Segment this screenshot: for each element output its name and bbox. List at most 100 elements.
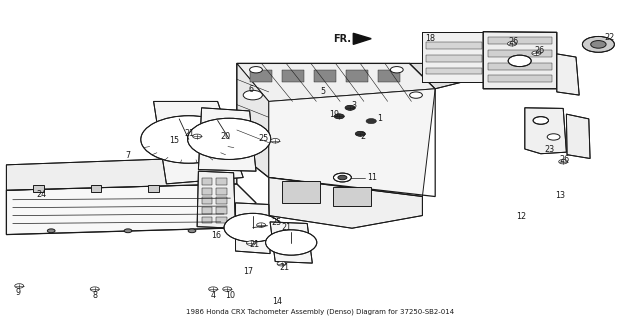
Circle shape	[366, 119, 376, 124]
Bar	[488, 75, 552, 82]
Polygon shape	[353, 33, 371, 44]
Circle shape	[246, 241, 255, 245]
Bar	[250, 70, 272, 82]
Circle shape	[345, 105, 355, 110]
Text: 9: 9	[15, 288, 20, 297]
Circle shape	[257, 223, 266, 227]
Circle shape	[223, 287, 232, 291]
Circle shape	[209, 287, 218, 291]
Circle shape	[141, 116, 237, 163]
Text: 19: 19	[329, 110, 339, 119]
Circle shape	[243, 90, 262, 100]
Text: 21: 21	[184, 129, 195, 138]
Circle shape	[271, 139, 280, 143]
Circle shape	[532, 51, 541, 55]
Bar	[488, 37, 552, 44]
Bar	[314, 70, 336, 82]
Bar	[282, 181, 320, 203]
Polygon shape	[269, 178, 422, 228]
Bar	[346, 70, 368, 82]
Polygon shape	[154, 101, 243, 184]
Circle shape	[410, 92, 422, 98]
Circle shape	[547, 134, 560, 140]
Bar	[91, 185, 101, 192]
Bar	[216, 197, 227, 204]
Polygon shape	[269, 89, 435, 197]
Text: 26: 26	[559, 155, 570, 164]
Polygon shape	[422, 32, 486, 82]
Text: 6: 6	[248, 85, 253, 94]
Bar	[488, 50, 552, 57]
Circle shape	[356, 132, 365, 136]
Text: 2: 2	[360, 133, 365, 141]
Text: 12: 12	[516, 212, 527, 221]
Circle shape	[15, 284, 24, 288]
Text: 1: 1	[377, 114, 382, 123]
Bar	[216, 178, 227, 185]
Bar	[148, 185, 159, 192]
Bar	[378, 70, 400, 82]
Polygon shape	[236, 203, 270, 254]
Polygon shape	[410, 63, 461, 89]
Circle shape	[355, 131, 365, 136]
Circle shape	[193, 134, 202, 139]
Text: 4: 4	[211, 291, 216, 300]
Bar	[282, 70, 304, 82]
Polygon shape	[6, 184, 256, 235]
Text: 17: 17	[243, 267, 253, 276]
Circle shape	[241, 134, 264, 145]
Bar	[202, 188, 212, 195]
Circle shape	[338, 175, 347, 180]
Bar	[216, 188, 227, 195]
Polygon shape	[197, 171, 236, 228]
Circle shape	[224, 213, 282, 242]
Circle shape	[390, 67, 403, 73]
Text: 15: 15	[169, 136, 179, 145]
Bar	[488, 63, 552, 70]
Bar	[200, 185, 210, 192]
Circle shape	[266, 230, 317, 255]
Text: 24: 24	[36, 191, 47, 199]
Text: 23: 23	[544, 145, 554, 154]
Text: 21: 21	[282, 223, 292, 232]
Circle shape	[188, 229, 196, 233]
Circle shape	[559, 159, 568, 164]
Text: 16: 16	[211, 231, 221, 240]
Circle shape	[188, 118, 271, 159]
Bar	[216, 217, 227, 223]
Text: 26: 26	[509, 37, 519, 46]
Text: 25: 25	[259, 134, 269, 143]
Bar	[426, 42, 482, 49]
Bar	[426, 55, 482, 62]
Polygon shape	[6, 158, 237, 190]
Text: 26: 26	[534, 46, 545, 55]
Text: 13: 13	[555, 191, 565, 200]
Circle shape	[508, 42, 516, 46]
Polygon shape	[483, 32, 557, 89]
Text: 7: 7	[125, 152, 131, 160]
Circle shape	[533, 117, 548, 124]
Text: 11: 11	[367, 173, 378, 182]
Text: 18: 18	[425, 34, 435, 43]
Circle shape	[346, 106, 355, 110]
Circle shape	[335, 114, 344, 119]
Text: 8: 8	[92, 291, 97, 300]
Text: 1986 Honda CRX Tachometer Assembly (Denso) Diagram for 37250-SB2-014: 1986 Honda CRX Tachometer Assembly (Dens…	[186, 309, 454, 315]
Polygon shape	[237, 63, 269, 178]
Bar	[33, 185, 44, 192]
Text: FR.: FR.	[333, 34, 351, 44]
Circle shape	[250, 67, 262, 73]
Text: 5: 5	[321, 87, 326, 96]
Bar	[426, 68, 482, 74]
Circle shape	[277, 262, 286, 266]
Circle shape	[90, 287, 99, 291]
Circle shape	[591, 41, 606, 48]
Text: 22: 22	[604, 33, 614, 42]
Bar	[202, 197, 212, 204]
Text: 21: 21	[280, 263, 290, 272]
Text: 20: 20	[220, 133, 230, 141]
Circle shape	[582, 36, 614, 52]
Polygon shape	[525, 108, 566, 154]
Polygon shape	[566, 114, 590, 158]
Polygon shape	[557, 54, 579, 95]
